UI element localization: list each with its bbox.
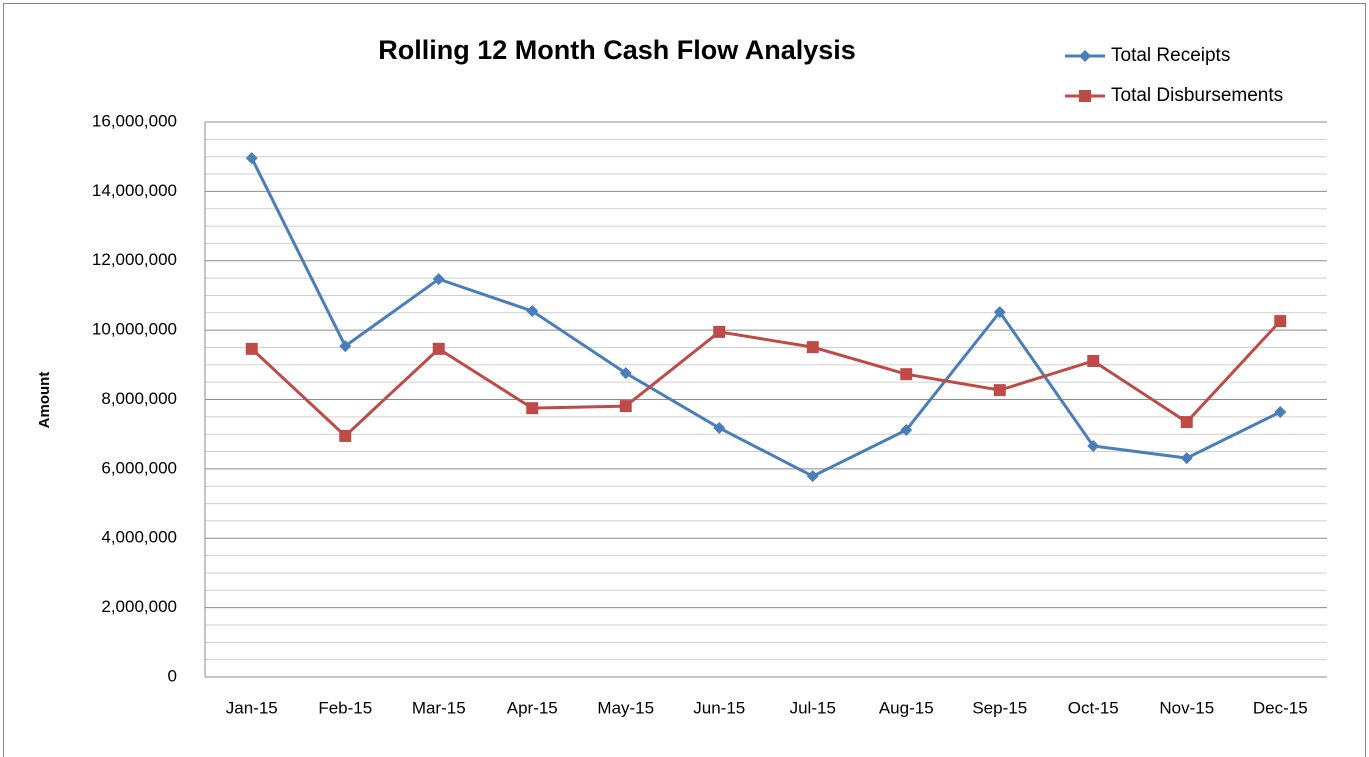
y-tick-label: 16,000,000 <box>92 111 177 130</box>
x-tick-label: Aug-15 <box>879 698 934 717</box>
x-tick-label: Feb-15 <box>318 698 372 717</box>
line <box>250 320 1282 438</box>
x-tick-label: Jul-15 <box>790 698 836 717</box>
point <box>432 273 445 286</box>
point <box>993 306 1006 319</box>
x-tick-label: Oct-15 <box>1068 698 1119 717</box>
point <box>339 429 352 442</box>
y-axis-label: Amount <box>36 372 53 429</box>
y-tick-label: 6,000,000 <box>101 458 177 477</box>
x-tick-label: Nov-15 <box>1159 698 1214 717</box>
legend-label: Total Disbursements <box>1111 85 1283 106</box>
line <box>250 157 1281 478</box>
y-tick-label: 2,000,000 <box>101 597 177 616</box>
y-tick-label: 4,000,000 <box>101 528 177 547</box>
point <box>993 384 1006 397</box>
point <box>245 152 258 165</box>
point <box>806 470 819 483</box>
x-tick-label: Apr-15 <box>507 698 558 717</box>
x-tick-label: Dec-15 <box>1253 698 1308 717</box>
point <box>1079 50 1091 62</box>
point <box>619 367 632 380</box>
point <box>1079 90 1091 102</box>
point <box>619 400 632 413</box>
x-tick-label: Sep-15 <box>972 698 1027 717</box>
legend-label: Total Receipts <box>1111 45 1230 66</box>
point <box>900 424 913 437</box>
point <box>1087 354 1100 367</box>
point <box>1180 416 1193 429</box>
x-tick-label: Mar-15 <box>412 698 466 717</box>
point <box>432 342 445 355</box>
y-tick-label: 0 <box>168 666 177 685</box>
point <box>339 340 352 353</box>
point <box>526 402 539 415</box>
chart-title: Rolling 12 Month Cash Flow Analysis <box>378 35 856 65</box>
point <box>713 421 726 434</box>
y-tick-label: 8,000,000 <box>101 389 177 408</box>
y-tick-label: 12,000,000 <box>92 250 177 269</box>
point <box>1087 439 1100 452</box>
chart-frame <box>3 3 1366 757</box>
point <box>806 341 819 354</box>
point <box>1274 405 1287 418</box>
y-tick-label: 10,000,000 <box>92 320 177 339</box>
point <box>1274 315 1287 328</box>
point <box>713 325 726 338</box>
point <box>900 368 913 381</box>
x-tick-label: Jun-15 <box>693 698 745 717</box>
point <box>245 342 258 355</box>
point <box>526 305 539 318</box>
x-tick-label: May-15 <box>597 698 654 717</box>
point <box>1180 452 1193 465</box>
x-tick-label: Jan-15 <box>226 698 278 717</box>
y-tick-label: 14,000,000 <box>92 181 177 200</box>
